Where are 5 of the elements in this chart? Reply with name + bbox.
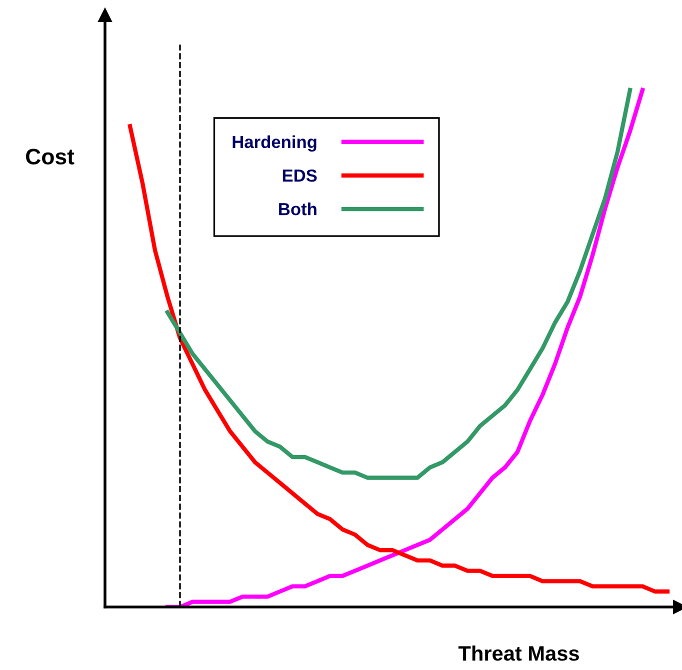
legend-label: Hardening [232, 135, 316, 152]
x-axis-title: Threat Mass [458, 645, 579, 661]
legend-label: Both [279, 202, 316, 216]
legend-label: EDS [282, 169, 317, 182]
y-axis-title: Cost [26, 148, 74, 165]
